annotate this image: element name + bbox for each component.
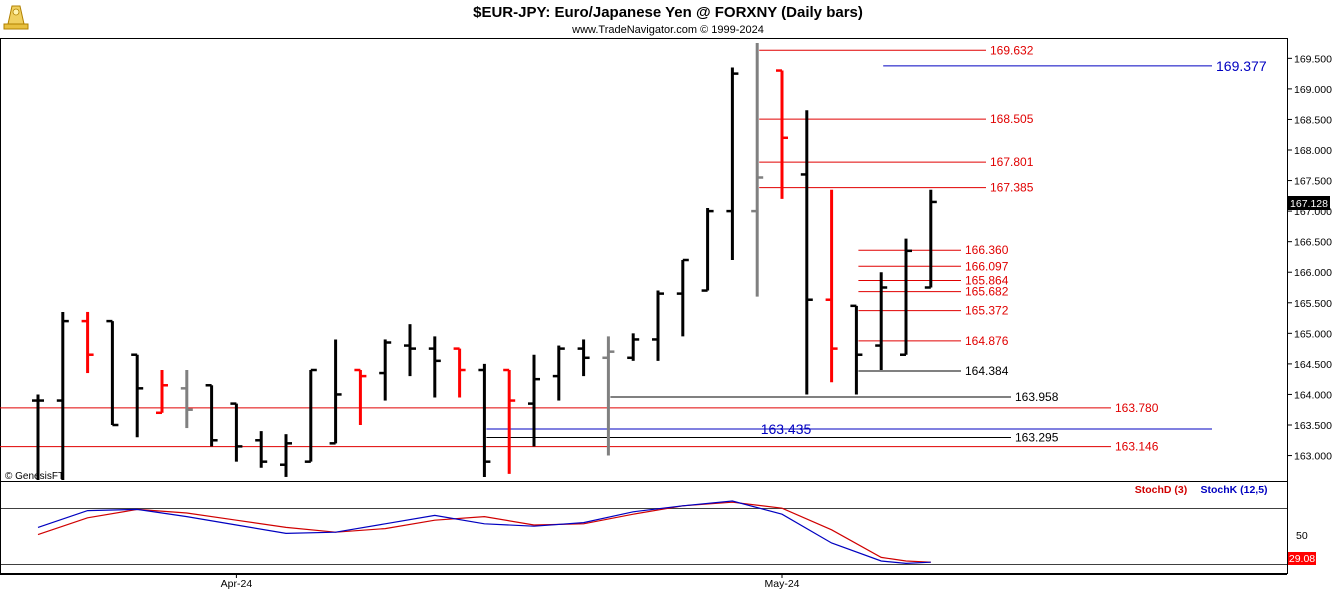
price-bar bbox=[453, 347, 466, 398]
stochastic-panel-frame bbox=[0, 481, 1288, 574]
price-tick-label: 165.500 bbox=[1294, 298, 1332, 310]
price-tick-label: 164.000 bbox=[1294, 389, 1332, 401]
level-label: 166.097 bbox=[965, 259, 1009, 273]
level-label: 163.435 bbox=[761, 421, 812, 437]
level-label: 167.385 bbox=[990, 181, 1034, 195]
chart-subtitle: www.TradeNavigator.com © 1999-2024 bbox=[571, 24, 764, 36]
price-bar bbox=[800, 110, 813, 395]
price-bar bbox=[627, 333, 640, 361]
price-bar bbox=[652, 290, 664, 361]
x-tick-label: Apr-24 bbox=[221, 578, 253, 590]
price-bar bbox=[850, 304, 863, 395]
price-tick-label: 168.500 bbox=[1294, 114, 1332, 126]
price-tick-label: 163.500 bbox=[1294, 420, 1332, 432]
price-bar bbox=[924, 189, 937, 289]
level-label: 168.505 bbox=[990, 112, 1034, 126]
stochastic-last-label: 29.08 bbox=[1289, 553, 1315, 565]
stochd-legend: StochD (3) bbox=[1135, 484, 1188, 496]
watermark: © GenesisFT bbox=[5, 471, 64, 482]
price-bar bbox=[56, 311, 69, 480]
level-label: 165.372 bbox=[965, 304, 1009, 318]
price-tick-label: 167.500 bbox=[1294, 176, 1332, 188]
stochk-line bbox=[37, 500, 931, 565]
x-tick-label: May-24 bbox=[764, 578, 799, 590]
price-bar bbox=[825, 189, 838, 383]
level-label: 163.958 bbox=[1015, 390, 1059, 404]
price-tick-label: 169.500 bbox=[1294, 53, 1332, 65]
price-bar bbox=[776, 69, 788, 199]
price-bar bbox=[726, 67, 739, 260]
level-label: 169.632 bbox=[990, 43, 1034, 57]
level-lines: 169.632 169.377 168.505 167.801 167.385 166.3… bbox=[0, 43, 1267, 454]
level-label: 169.377 bbox=[1216, 58, 1267, 74]
logo-icon bbox=[3, 5, 29, 30]
price-bar bbox=[552, 345, 565, 401]
level-label: 167.801 bbox=[990, 155, 1034, 169]
price-bar bbox=[428, 336, 441, 398]
price-bar bbox=[230, 402, 243, 462]
level-label: 164.876 bbox=[965, 334, 1009, 348]
price-bar bbox=[106, 319, 119, 427]
price-bar bbox=[32, 394, 44, 480]
price-bar bbox=[81, 311, 94, 374]
price-tick-label: 166.500 bbox=[1294, 237, 1332, 249]
level-label: 165.682 bbox=[965, 285, 1009, 299]
level-label: 165.864 bbox=[965, 274, 1009, 288]
price-bar bbox=[379, 339, 392, 401]
x-axis: Apr-24 May-24 bbox=[221, 574, 800, 590]
stochastic-last-badge: 29.08 bbox=[1288, 552, 1316, 565]
price-bar bbox=[751, 43, 764, 297]
price-bar bbox=[602, 336, 615, 456]
price-bar bbox=[404, 324, 416, 377]
price-bar bbox=[900, 238, 912, 356]
price-bar bbox=[354, 368, 367, 425]
price-panel-frame bbox=[0, 38, 1288, 482]
level-label: 163.295 bbox=[1015, 431, 1059, 445]
price-bar bbox=[280, 434, 292, 477]
ohlc-bars bbox=[32, 43, 937, 480]
level-label: 166.360 bbox=[965, 243, 1009, 257]
last-price-badge: 167.128 bbox=[1288, 196, 1330, 210]
last-price-label: 167.128 bbox=[1290, 198, 1328, 210]
price-bar bbox=[255, 431, 268, 468]
price-bar bbox=[577, 339, 590, 377]
price-bar bbox=[478, 363, 491, 477]
price-tick-label: 164.500 bbox=[1294, 359, 1332, 371]
price-bar bbox=[701, 208, 714, 292]
price-bar bbox=[304, 368, 317, 463]
stochd-line bbox=[37, 501, 931, 563]
price-tick-label: 165.000 bbox=[1294, 328, 1332, 340]
stochastic-tick-50: 50 bbox=[1296, 530, 1308, 542]
price-tick-label: 168.000 bbox=[1294, 145, 1332, 157]
stochk-legend: StochK (12,5) bbox=[1200, 484, 1267, 496]
level-label: 163.780 bbox=[1115, 401, 1159, 415]
price-tick-label: 163.000 bbox=[1294, 451, 1332, 463]
price-axis: 163.000 163.500 164.000 164.500 165.000 165.5… bbox=[1287, 53, 1332, 463]
level-label: 164.384 bbox=[965, 364, 1009, 378]
price-bar bbox=[180, 370, 193, 429]
price-bar bbox=[205, 384, 218, 447]
price-bar bbox=[528, 354, 540, 447]
chart-title: $EUR-JPY: Euro/Japanese Yen @ FORXNY (Da… bbox=[473, 4, 863, 21]
price-tick-label: 166.000 bbox=[1294, 267, 1332, 279]
price-bar bbox=[875, 272, 888, 370]
price-bar bbox=[131, 353, 144, 438]
price-bar bbox=[329, 339, 342, 445]
price-bar bbox=[156, 370, 168, 415]
price-bar bbox=[503, 368, 516, 474]
price-tick-label: 169.000 bbox=[1294, 84, 1332, 96]
price-bar bbox=[676, 258, 689, 337]
level-label: 163.146 bbox=[1115, 440, 1159, 454]
